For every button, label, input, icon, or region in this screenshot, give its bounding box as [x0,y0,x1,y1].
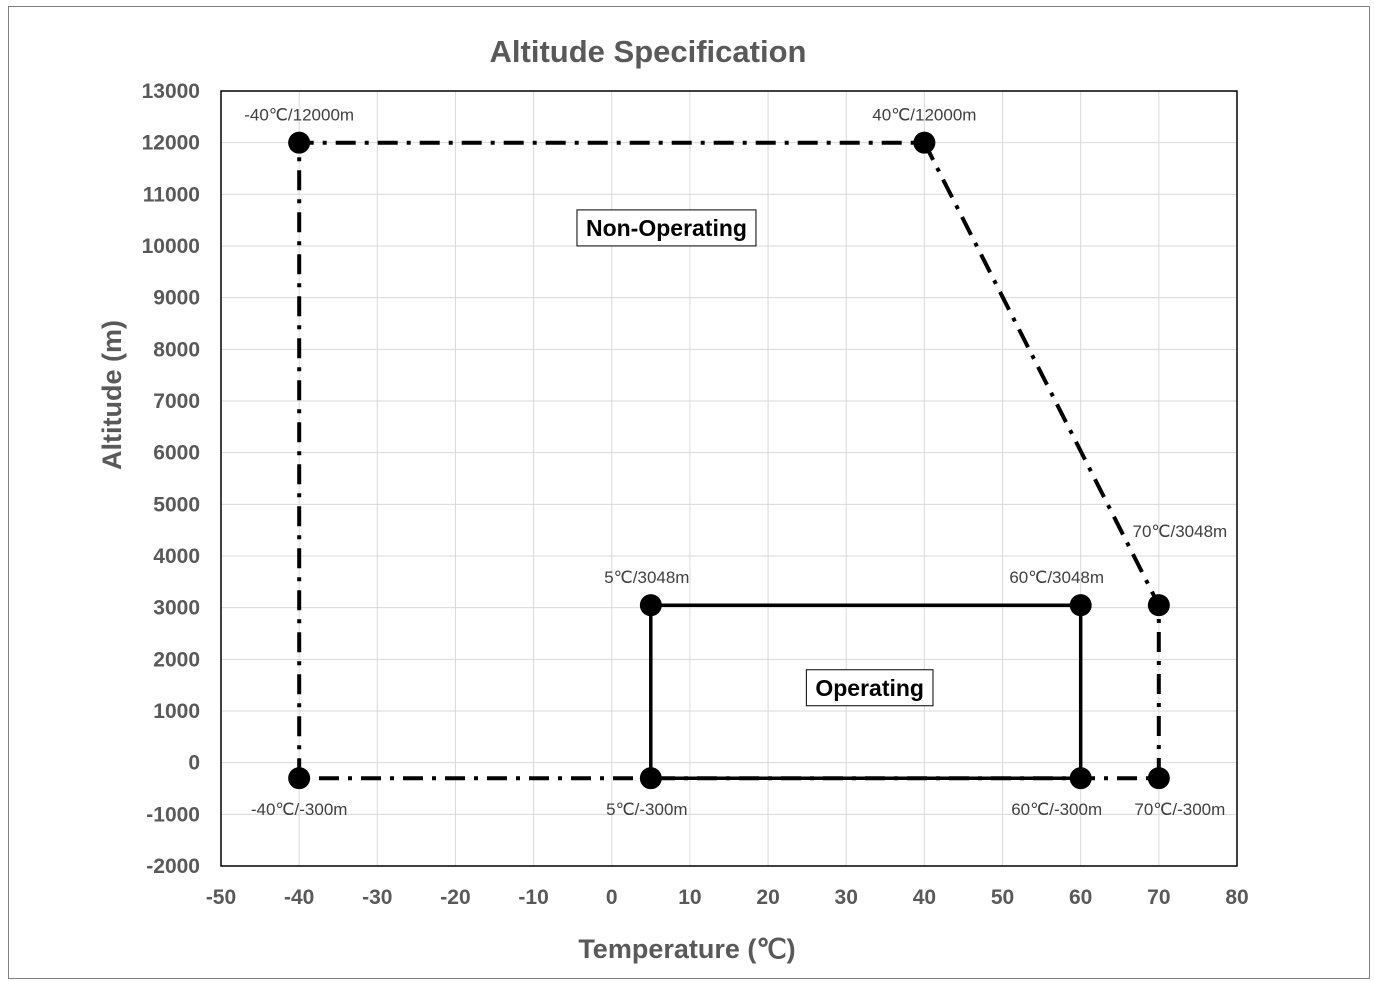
y-tick-label: 6000 [153,442,200,465]
data-point [1147,594,1170,617]
y-tick-label: 11000 [143,183,200,206]
x-tick-label: -20 [440,886,470,909]
region-label: Non-Operating [586,215,747,241]
chart-frame [8,6,1370,979]
x-tick-label: 0 [606,886,618,909]
data-points [288,131,1170,790]
x-tick-label: -30 [362,886,392,909]
y-tick-label: 12000 [142,132,200,155]
x-tick-label: 20 [756,886,779,909]
x-tick-labels: -50 -40 -30 -20 -10 0 10 20 30 40 50 60 70 80 [206,886,1249,909]
y-tick-label: 0 [188,752,200,775]
x-tick-label: 80 [1225,886,1248,909]
x-tick-label: 10 [678,886,701,909]
y-tick-labels: 1300012000110001000090008000700060005000… [142,80,200,878]
point-label: 60℃/3048m [1009,568,1104,587]
series-line-non-operating [297,140,1161,781]
y-tick-label: 10000 [142,235,200,258]
point-label: 70℃/3048m [1132,522,1227,541]
data-point [1069,594,1092,617]
point-label: -40℃/-300m [251,800,348,819]
point-label: 40℃/12000m [872,106,976,125]
y-tick-label: 9000 [153,287,200,310]
region-annotations: Non-Operating Operating [576,209,934,707]
data-point [639,767,662,790]
x-tick-label: 30 [835,886,858,909]
y-tick-label: 8000 [153,338,200,361]
region-label: Operating [815,675,924,701]
x-tick-label: -40 [284,886,314,909]
data-point [288,131,311,154]
grid-lines [220,90,1238,867]
data-point [913,131,936,154]
y-tick-label: 5000 [153,493,200,516]
point-label: 60℃/-300m [1011,800,1102,819]
x-tick-label: 60 [1069,886,1092,909]
region-label-box [576,209,757,247]
y-tick-label: 7000 [153,390,200,413]
data-point [288,767,311,790]
plot-area-border [220,90,1238,867]
data-point [639,594,662,617]
region-label-box [805,669,934,707]
y-tick-label: 2000 [153,648,200,671]
point-label: 5℃/3048m [604,568,689,587]
y-tick-label: 4000 [153,545,200,568]
point-labels: -40℃/-300m -40℃/12000m 40℃/12000m 70℃/3048m… [244,106,1227,820]
x-tick-label: 70 [1147,886,1170,909]
point-label: 70℃/-300m [1134,800,1225,819]
y-axis-title: Altitude (m) [97,320,127,470]
y-tick-label: -1000 [146,803,200,826]
x-axis-title: Temperature (℃) [578,934,795,964]
data-point [1069,767,1092,790]
x-tick-label: 40 [913,886,936,909]
y-tick-label: 1000 [153,700,200,723]
y-tick-label: 3000 [153,597,200,620]
data-point [1147,767,1170,790]
y-tick-label: 13000 [142,80,200,103]
x-tick-label: 50 [991,886,1014,909]
chart-title: Altitude Specification [490,34,807,69]
x-tick-label: -50 [206,886,236,909]
point-label: 5℃/-300m [606,800,687,819]
x-tick-label: -10 [518,886,548,909]
y-tick-label: -2000 [146,855,200,878]
point-label: -40℃/12000m [244,106,354,125]
